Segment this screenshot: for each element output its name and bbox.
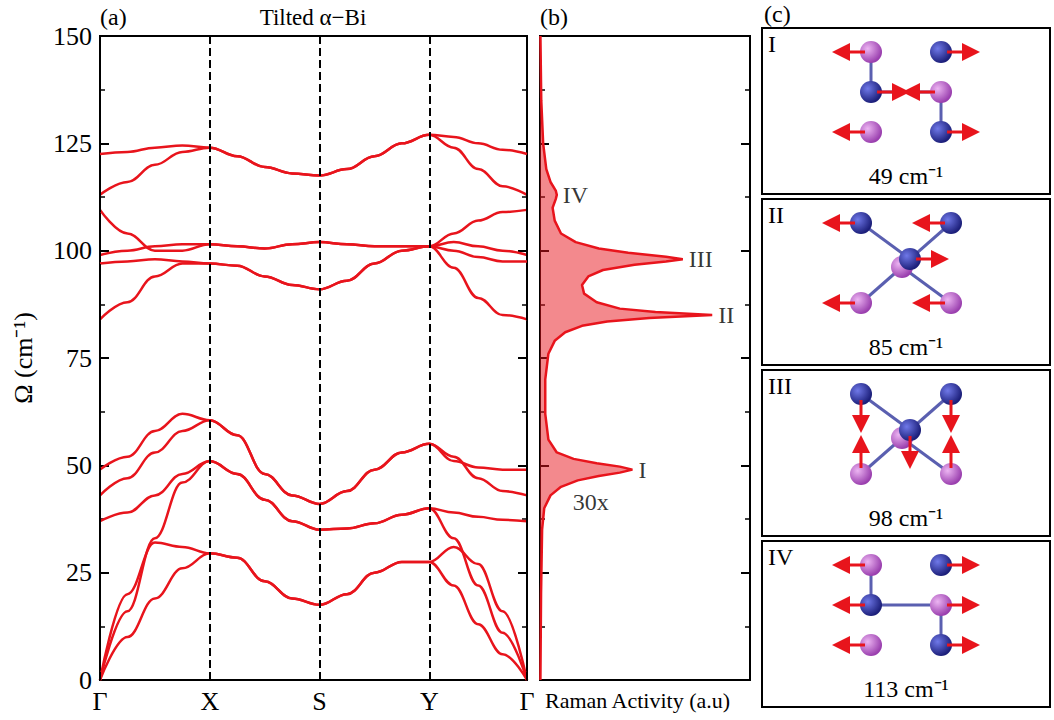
svg-text:150: 150 (53, 22, 92, 51)
svg-text:Y: Y (420, 687, 439, 716)
svg-text:0: 0 (79, 666, 92, 695)
svg-text:Γ: Γ (519, 687, 534, 716)
svg-text:49 cm⁻¹: 49 cm⁻¹ (869, 163, 944, 189)
svg-text:(a): (a) (100, 4, 127, 30)
svg-text:I: I (768, 31, 776, 57)
svg-text:S: S (312, 687, 326, 716)
svg-text:III: III (768, 373, 792, 399)
svg-text:125: 125 (53, 129, 92, 158)
svg-text:98 cm⁻¹: 98 cm⁻¹ (869, 505, 944, 531)
svg-text:Γ: Γ (92, 687, 107, 716)
svg-text:(b): (b) (540, 4, 568, 30)
svg-text:I: I (638, 457, 646, 483)
svg-text:X: X (200, 687, 219, 716)
svg-text:75: 75 (66, 344, 92, 373)
svg-text:100: 100 (53, 236, 92, 265)
svg-text:85 cm⁻¹: 85 cm⁻¹ (869, 334, 944, 360)
svg-text:II: II (718, 302, 734, 328)
svg-text:30x: 30x (573, 489, 609, 515)
svg-text:50: 50 (66, 451, 92, 480)
svg-text:(c): (c) (764, 1, 791, 27)
svg-text:IV: IV (563, 182, 589, 208)
svg-text:III: III (689, 246, 713, 272)
svg-text:25: 25 (66, 558, 92, 587)
svg-text:Raman Activity (a.u): Raman Activity (a.u) (545, 688, 730, 713)
svg-text:IV: IV (768, 544, 794, 570)
svg-text:113 cm⁻¹: 113 cm⁻¹ (863, 676, 949, 702)
svg-text:Tilted α−Bi: Tilted α−Bi (260, 5, 367, 30)
svg-text:Ω (cm⁻¹): Ω (cm⁻¹) (9, 312, 38, 404)
svg-text:II: II (768, 202, 784, 228)
